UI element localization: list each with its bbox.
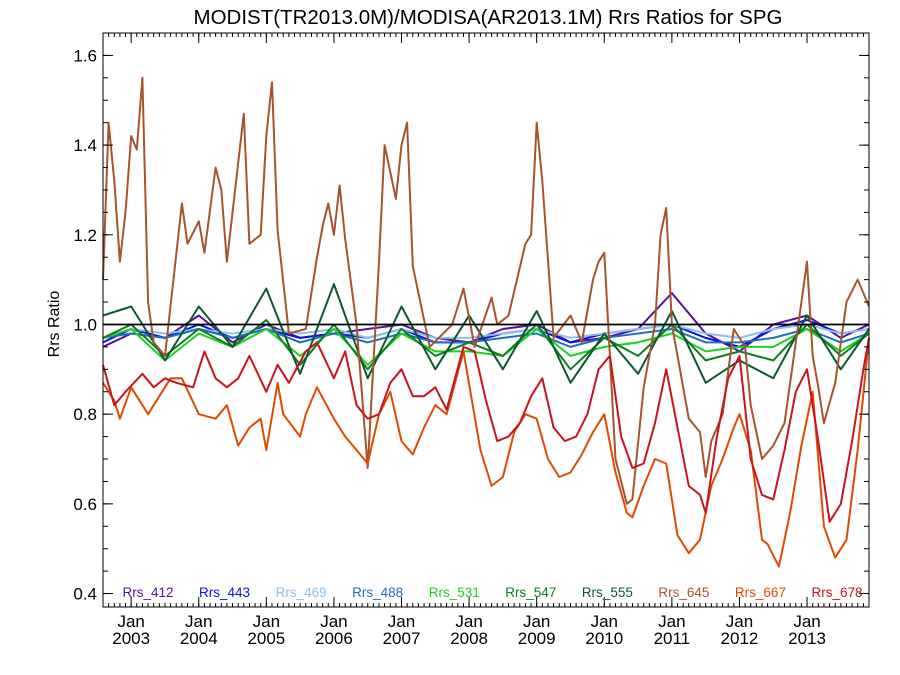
x-tick-label-month: Jan xyxy=(726,612,753,631)
y-tick-label: 0.6 xyxy=(73,495,97,514)
legend-item-rrs-645: Rrs_645 xyxy=(658,585,709,600)
series-line-rrs-667 xyxy=(102,337,870,568)
y-tick-label: 1.4 xyxy=(73,136,97,155)
x-tick-label-year: 2013 xyxy=(788,629,826,648)
legend-item-rrs-469: Rrs_469 xyxy=(276,585,327,600)
legend-item-rrs-667: Rrs_667 xyxy=(735,585,786,600)
x-tick-label-month: Jan xyxy=(185,612,212,631)
x-tick-label-year: 2005 xyxy=(247,629,285,648)
y-tick-label: 0.4 xyxy=(73,585,97,604)
y-tick-label: 1.0 xyxy=(73,315,97,334)
y-tick-label: 0.8 xyxy=(73,405,97,424)
x-tick-label-month: Jan xyxy=(320,612,347,631)
x-tick-label-month: Jan xyxy=(253,612,280,631)
x-tick-label-month: Jan xyxy=(793,612,820,631)
x-tick-label-year: 2009 xyxy=(518,629,556,648)
series-line-rrs-547 xyxy=(102,319,870,371)
series-line-rrs-469 xyxy=(102,323,870,339)
x-tick-label-year: 2006 xyxy=(315,629,353,648)
x-tick-label-year: 2004 xyxy=(180,629,218,648)
axis-layer: 0.40.60.81.01.21.41.6Jan2003Jan2004Jan20… xyxy=(73,33,870,648)
y-tick-label: 1.6 xyxy=(73,46,97,65)
x-tick-label-month: Jan xyxy=(117,612,144,631)
x-tick-label-year: 2010 xyxy=(585,629,623,648)
legend-item-rrs-678: Rrs_678 xyxy=(811,585,862,600)
x-tick-label-year: 2003 xyxy=(112,629,150,648)
series-line-rrs-555 xyxy=(102,283,870,384)
series-line-rrs-678 xyxy=(102,337,870,523)
plot-frame xyxy=(102,32,870,608)
y-axis-label: Rrs Ratio xyxy=(46,291,63,358)
legend: Rrs_412 Rrs_443 Rrs_469 Rrs_488 Rrs_531 Rrs_5… xyxy=(122,585,862,600)
x-tick-label-month: Jan xyxy=(455,612,482,631)
series-layer xyxy=(102,76,870,568)
chart-title: MODIST(TR2013.0M)/MODISA(AR2013.1M) Rrs … xyxy=(194,6,783,29)
x-tick-label-month: Jan xyxy=(388,612,415,631)
x-tick-label-month: Jan xyxy=(523,612,550,631)
legend-item-rrs-488: Rrs_488 xyxy=(352,585,403,600)
y-tick-label: 1.2 xyxy=(73,226,97,245)
x-tick-label-month: Jan xyxy=(591,612,618,631)
legend-item-rrs-547: Rrs_547 xyxy=(505,585,556,600)
x-tick-label-month: Jan xyxy=(658,612,685,631)
x-tick-label-year: 2011 xyxy=(654,629,691,648)
series-line-rrs-488 xyxy=(102,328,870,348)
x-tick-label-year: 2012 xyxy=(721,629,759,648)
series-line-rrs-645 xyxy=(102,76,870,505)
legend-item-rrs-443: Rrs_443 xyxy=(199,585,250,600)
x-tick-label-year: 2007 xyxy=(383,629,421,648)
legend-item-rrs-531: Rrs_531 xyxy=(429,585,480,600)
legend-item-rrs-555: Rrs_555 xyxy=(582,585,633,600)
legend-item-rrs-412: Rrs_412 xyxy=(122,585,173,600)
x-tick-label-year: 2008 xyxy=(450,629,488,648)
